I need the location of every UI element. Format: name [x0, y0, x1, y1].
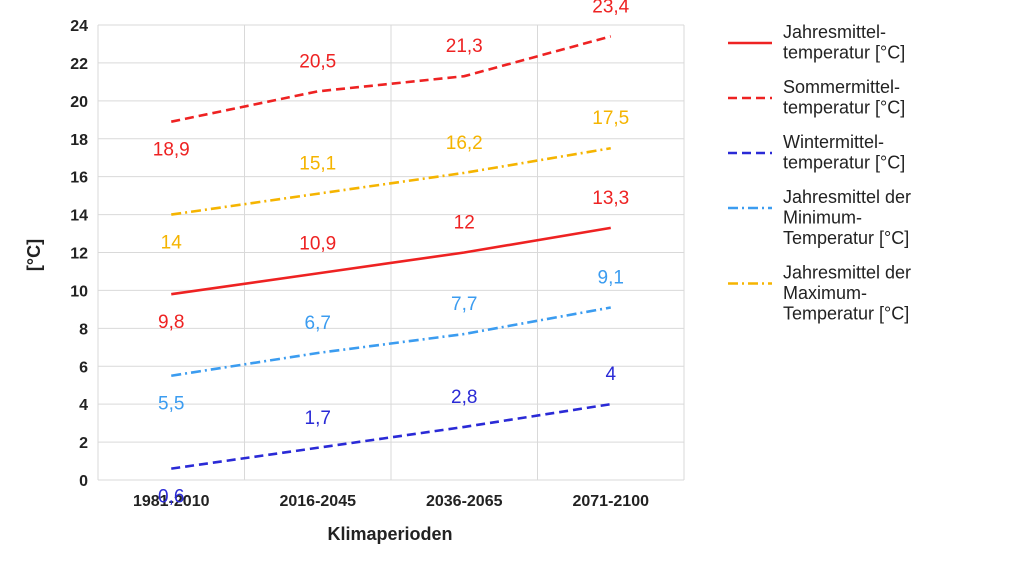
data-label: 5,5 — [158, 394, 184, 415]
legend-label: Temperatur [°C] — [783, 228, 909, 248]
legend-item-sommermittel: Sommermittel-temperatur [°C] — [728, 77, 905, 118]
y-tick-label: 2 — [79, 435, 88, 452]
series-line-wintermittel — [171, 402, 611, 470]
legend-label: Maximum- — [783, 283, 867, 303]
data-label: 9,1 — [598, 267, 624, 288]
y-tick-label: 20 — [70, 94, 88, 111]
data-label: 14 — [161, 233, 183, 254]
legend-label: temperatur [°C] — [783, 98, 905, 118]
data-label: 7,7 — [451, 294, 477, 315]
data-label: 21,3 — [446, 36, 483, 57]
y-axis-title: [°C] — [24, 239, 44, 271]
series-line-sommermittel — [170, 35, 612, 123]
legend-label: temperatur [°C] — [783, 43, 905, 63]
data-label: 23,4 — [592, 0, 629, 17]
x-tick-label: 2016-2045 — [279, 493, 356, 510]
legend-item-wintermittel: Wintermittel-temperatur [°C] — [728, 132, 905, 173]
y-tick-label: 14 — [70, 208, 88, 225]
data-label: 9,8 — [158, 312, 184, 333]
legend-label: temperatur [°C] — [783, 153, 905, 173]
y-tick-label: 24 — [70, 18, 88, 35]
data-label: 6,7 — [305, 313, 331, 334]
y-tick-label: 16 — [70, 170, 88, 187]
data-label: 15,1 — [299, 154, 336, 175]
x-axis-ticks: 1981-2010 2016-2045 2036-2065 2071-2100 — [133, 493, 649, 510]
data-label: 4 — [605, 364, 616, 385]
grid — [97, 24, 685, 481]
legend-label: Jahresmittel der — [783, 263, 911, 283]
legend-label: Temperatur [°C] — [783, 304, 909, 324]
legend-item-jahresmittel: Jahresmittel-temperatur [°C] — [728, 22, 905, 63]
series-line-minimum — [171, 306, 611, 378]
data-label: 12 — [454, 213, 475, 234]
series-line-jahresmittel — [171, 226, 611, 296]
y-tick-label: 8 — [79, 321, 88, 338]
legend-label: Jahresmittel- — [783, 22, 886, 42]
data-label: 18,9 — [153, 140, 190, 161]
data-label: 17,5 — [592, 108, 629, 129]
legend-label: Sommermittel- — [783, 77, 900, 97]
y-tick-label: 6 — [79, 359, 88, 376]
data-label: 0,6 — [158, 487, 184, 508]
legend-label: Wintermittel- — [783, 132, 884, 152]
data-labels: 9,8 10,9 12 13,3 18,9 20,5 21,3 23,4 0,6 1,7 2,8 4 5… — [153, 0, 630, 508]
series-lines — [170, 35, 612, 470]
y-tick-label: 4 — [79, 397, 88, 414]
y-tick-label: 10 — [70, 283, 88, 300]
legend-label: Minimum- — [783, 208, 862, 228]
y-tick-label: 22 — [70, 56, 88, 73]
data-label: 20,5 — [299, 51, 336, 72]
data-label: 16,2 — [446, 133, 483, 154]
x-axis-title: Klimaperioden — [327, 524, 452, 544]
legend: Jahresmittel-temperatur [°C]Sommermittel… — [728, 22, 911, 324]
x-tick-label: 2036-2065 — [426, 493, 503, 510]
data-label: 13,3 — [592, 188, 629, 209]
data-label: 10,9 — [299, 233, 336, 254]
data-label: 1,7 — [305, 408, 331, 429]
x-tick-label: 1981-2010 — [133, 493, 210, 510]
y-tick-label: 12 — [70, 246, 88, 263]
data-label: 2,8 — [451, 387, 477, 408]
x-tick-label: 2071-2100 — [572, 493, 649, 510]
legend-label: Jahresmittel der — [783, 187, 911, 207]
series-line-maximum — [171, 146, 611, 216]
y-tick-label: 18 — [70, 132, 88, 149]
y-tick-label: 0 — [79, 473, 88, 490]
